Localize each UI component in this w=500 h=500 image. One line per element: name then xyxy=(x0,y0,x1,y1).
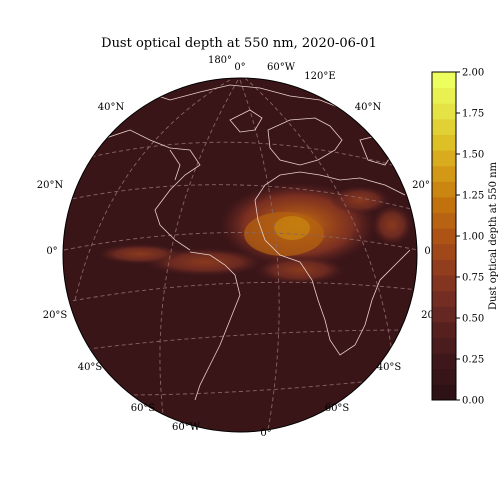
graticule-label: 40°S xyxy=(377,362,402,373)
graticule-label: 60°S xyxy=(325,403,350,414)
colorbar-swatch xyxy=(432,150,456,167)
graticule-label: 120°E xyxy=(304,71,335,82)
graticule-label: 20°N xyxy=(37,180,64,191)
colorbar-swatch xyxy=(432,337,456,354)
colorbar-swatch xyxy=(432,243,456,260)
colorbar-swatch xyxy=(432,103,456,120)
colorbar-swatch xyxy=(432,181,456,198)
colorbar-swatch xyxy=(432,368,456,385)
colorbar-tick-label: 0.50 xyxy=(462,314,484,325)
colorbar-swatches xyxy=(432,72,456,401)
graticule-label: 180° xyxy=(208,55,232,66)
colorbar-tick-label: 0.25 xyxy=(462,355,484,366)
colorbar-tick-label: 0.75 xyxy=(462,273,484,284)
graticule-label: 60°S xyxy=(131,403,156,414)
colorbar-swatch xyxy=(432,306,456,323)
graticule-label: 20°S xyxy=(43,310,68,321)
graticule xyxy=(63,78,417,431)
colorbar-swatch xyxy=(432,275,456,292)
colorbar-swatch xyxy=(432,259,456,276)
colorbar-swatch xyxy=(432,196,456,214)
graticule-label: 0° xyxy=(46,246,57,257)
colorbar-swatch xyxy=(432,321,456,339)
graticule-label: 40°N xyxy=(355,102,382,113)
colorbar-swatch xyxy=(432,353,456,370)
map-title: Dust optical depth at 550 nm, 2020-06-01 xyxy=(101,36,377,51)
colorbar-tick-label: 1.75 xyxy=(462,109,484,120)
colorbar-tick-label: 1.50 xyxy=(462,150,484,161)
colorbar-swatch xyxy=(432,87,456,104)
colorbar-swatch xyxy=(432,212,456,229)
graticule-label: 0° xyxy=(424,246,435,257)
colorbar-ticks: 0.00 0.25 0.50 0.75 1.00 1.25 1.50 1.75 2.00 xyxy=(456,68,484,407)
colorbar-tick-label: 0.00 xyxy=(462,396,484,407)
colorbar-tick-label: 1.25 xyxy=(462,191,484,202)
colorbar-tick-label: 2.00 xyxy=(462,68,484,79)
graticule-label: 20° xyxy=(412,180,430,191)
colorbar-swatch xyxy=(432,165,456,182)
graticule-label: 20° xyxy=(421,310,439,321)
colorbar-label: Dust optical depth at 550 nm xyxy=(488,161,499,310)
colorbar-swatch xyxy=(432,384,456,401)
colorbar: 0.00 0.25 0.50 0.75 1.00 1.25 1.50 1.75 2.00 Dus… xyxy=(431,68,499,407)
colorbar-swatch xyxy=(432,118,456,135)
graticule-label: 40°N xyxy=(98,102,125,113)
colorbar-swatch xyxy=(432,134,456,151)
colorbar-swatch xyxy=(432,290,456,307)
colorbar-tick-label: 1.00 xyxy=(462,232,484,243)
graticule-label: 60°W xyxy=(267,62,296,73)
graticule-label: 0° xyxy=(234,62,245,73)
graticule-label: 0° xyxy=(260,428,271,439)
colorbar-swatch xyxy=(432,228,456,245)
graticule-label: 40°S xyxy=(78,362,103,373)
dust-field xyxy=(98,183,412,284)
graticule-label: 60°W xyxy=(172,422,201,433)
colorbar-swatch xyxy=(432,72,456,89)
globe xyxy=(62,77,418,433)
globe-outline xyxy=(62,77,418,433)
